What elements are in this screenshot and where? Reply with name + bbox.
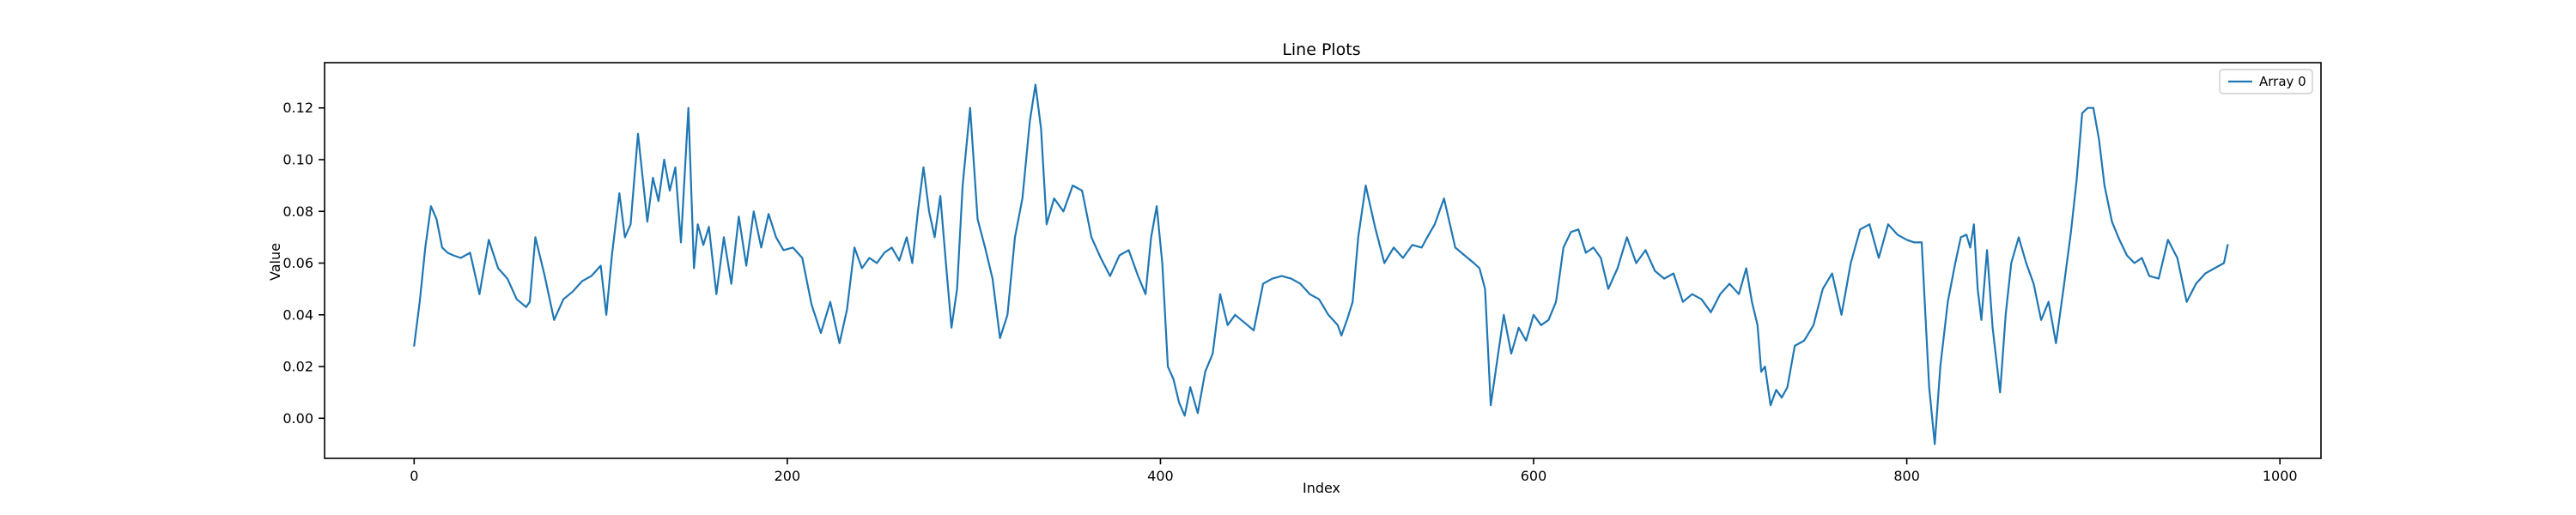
y-tick-label: 0.02 [283, 359, 313, 375]
y-tick-label: 0.06 [283, 255, 313, 271]
y-axis-label: Value [267, 243, 283, 281]
legend-label: Array 0 [2259, 74, 2306, 89]
legend: Array 0 [2219, 69, 2313, 94]
plot-area: 0 200 400 600 800 1000 0.00 0.02 0.04 0.06 0.08 0.1… [283, 62, 2322, 484]
y-tick-label: 0.04 [283, 306, 313, 323]
series-line-0 [413, 83, 2229, 445]
y-tick-label: 0.08 [283, 203, 313, 220]
x-tick-label: 800 [1893, 468, 1920, 484]
x-tick-label: 600 [1521, 468, 1547, 484]
legend-box [2219, 69, 2313, 94]
y-tick-label: 0.12 [283, 100, 313, 116]
y-tick-label: 0.10 [283, 151, 313, 167]
chart-title: Line Plots [1282, 40, 1360, 59]
x-tick-label: 0 [410, 468, 418, 484]
y-tick-label: 0.00 [283, 410, 313, 427]
x-tick-label: 1000 [2263, 468, 2298, 484]
x-tick-label: 400 [1147, 468, 1174, 484]
x-tick-label: 200 [775, 468, 801, 484]
x-axis-label: Index [1303, 480, 1340, 496]
plot-frame [324, 62, 2322, 459]
